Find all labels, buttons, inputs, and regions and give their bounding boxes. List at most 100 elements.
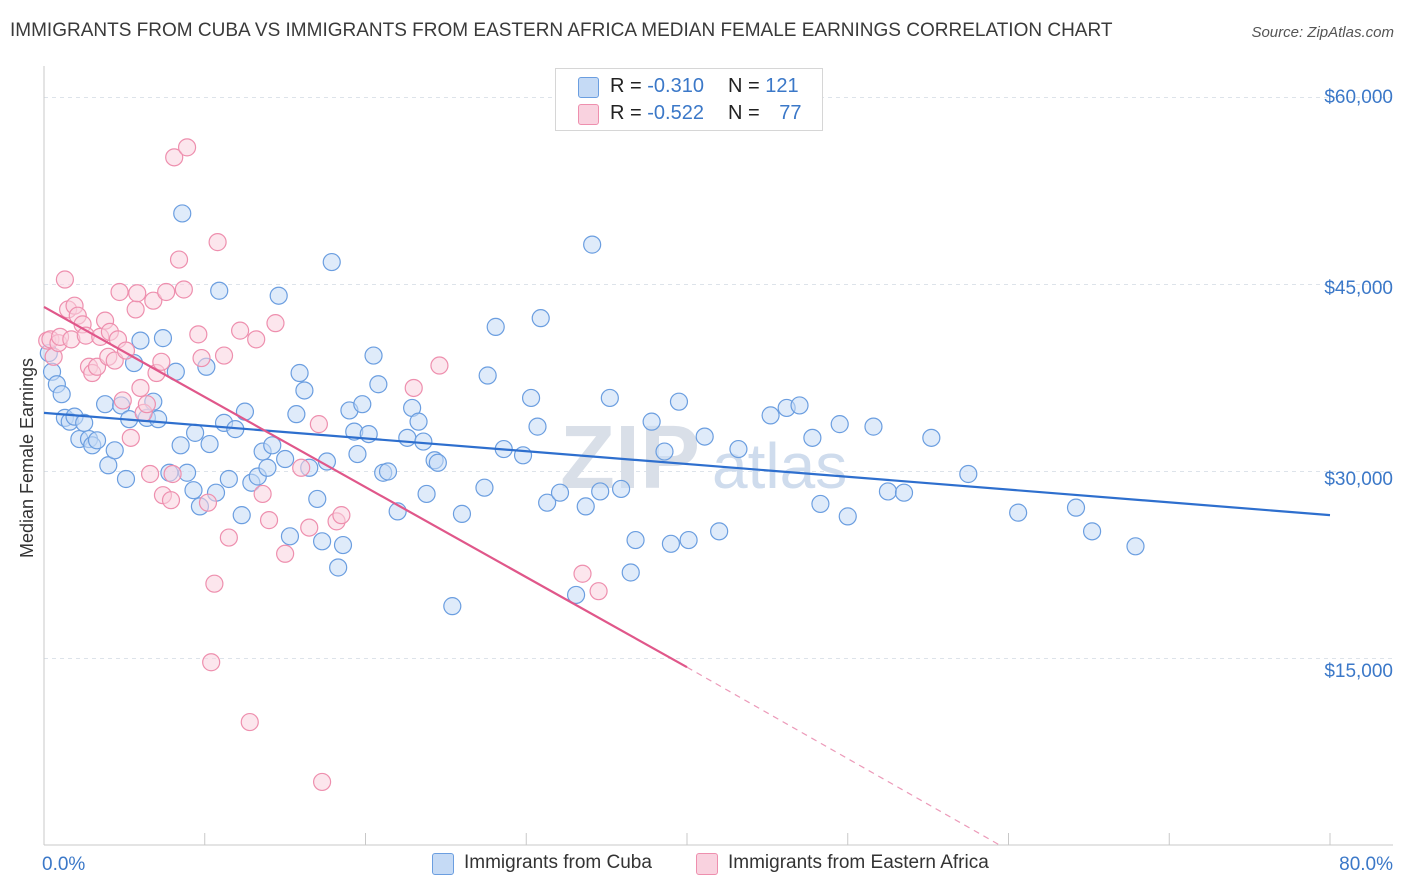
scatter-point-africa [208, 233, 227, 252]
scatter-point-africa [131, 378, 150, 398]
scatter-point-cuba [295, 381, 314, 400]
scatter-point-cuba [269, 286, 288, 305]
scatter-point-cuba [452, 504, 472, 523]
scatter-point-cuba [308, 489, 327, 509]
scatter-point-cuba [290, 363, 309, 383]
scatter-point-africa [253, 484, 272, 504]
scatter-point-cuba [398, 428, 417, 447]
legend-r-value: -0.522 [647, 102, 704, 124]
legend-r-cuba: R = -0.310 [610, 75, 704, 98]
chart-source: Source: ZipAtlas.com [1251, 24, 1394, 41]
scatter-point-cuba [803, 428, 822, 447]
scatter-point-cuba [1082, 522, 1102, 541]
scatter-point-africa [137, 395, 156, 414]
scatter-point-africa [174, 280, 193, 299]
trend-line-cuba [43, 411, 1331, 517]
scatter-point-africa [140, 464, 160, 484]
scatter-point-cuba [369, 375, 388, 394]
scatter-point-cuba [642, 412, 661, 431]
scatter-point-cuba [591, 482, 610, 501]
scatter-point-africa [55, 270, 74, 289]
y-tick-label-15000: $15,000 [1324, 661, 1393, 682]
scatter-point-cuba [661, 534, 681, 553]
legend-n-label: N = [728, 75, 766, 97]
scatter-point-cuba [210, 281, 229, 300]
scatter-point-africa [589, 582, 608, 601]
scatter-point-africa [110, 282, 129, 302]
scatter-point-cuba [486, 317, 505, 336]
scatter-point-africa [163, 464, 182, 484]
y-tick-label-30000: $30,000 [1324, 469, 1393, 490]
scatter-point-cuba [409, 412, 428, 431]
scatter-point-cuba [710, 522, 729, 541]
scatter-point-cuba [669, 392, 689, 411]
scatter-point-cuba [922, 428, 941, 447]
scatter-point-cuba [878, 482, 898, 501]
scatter-point-cuba [550, 483, 570, 502]
scatter-point-cuba [353, 395, 372, 414]
scatter-point-cuba [95, 395, 115, 414]
chart-title: IMMIGRANTS FROM CUBA VS IMMIGRANTS FROM … [10, 20, 1113, 41]
scatter-point-africa [177, 138, 197, 157]
scatter-point-cuba [263, 436, 282, 455]
scatter-point-cuba [428, 453, 447, 472]
scatter-point-cuba [611, 479, 631, 499]
legend-n-label: N = [728, 102, 766, 124]
scatter-point-cuba [621, 563, 640, 582]
scatter-point-cuba [99, 456, 118, 475]
scatter-point-africa [121, 428, 140, 447]
scatter-point-africa [144, 291, 163, 310]
scatter-point-africa [573, 564, 592, 583]
scatter-point-cuba [1066, 498, 1086, 517]
scatter-point-cuba [235, 402, 255, 421]
scatter-point-cuba [116, 469, 136, 489]
scatter-point-africa [165, 148, 184, 167]
scatter-point-africa [219, 528, 238, 547]
scatter-point-cuba [626, 530, 645, 550]
scatter-point-cuba [173, 204, 192, 223]
scatter-point-africa [189, 325, 208, 344]
legend-n-value: 77 [779, 102, 802, 124]
scatter-point-africa [404, 378, 423, 398]
scatter-point-cuba [566, 585, 586, 605]
scatter-point-africa [161, 491, 181, 510]
scatter-point-cuba [322, 252, 341, 272]
y-axis-title: Median Female Earnings [17, 358, 37, 558]
legend-r-value: -0.310 [647, 75, 704, 97]
legend-r-label: R = [610, 102, 648, 124]
scatter-point-cuba [219, 469, 238, 489]
legend-r-africa: R = -0.522 [610, 102, 704, 125]
scatter-point-cuba [790, 396, 809, 415]
scatter-point-cuba [378, 462, 398, 481]
scatter-point-africa [247, 330, 266, 349]
scatter-point-africa [157, 282, 176, 302]
scatter-point-africa [292, 458, 311, 477]
scatter-point-cuba [417, 484, 436, 504]
scatter-point-cuba [811, 494, 830, 514]
axis-layer [43, 66, 1393, 846]
scatter-point-cuba [105, 441, 124, 460]
trend-line-extension-africa [686, 666, 1001, 847]
watermark-zip: ZIP [560, 408, 700, 508]
scatter-point-cuba [521, 388, 541, 408]
bottom-legend-swatch-cuba [432, 853, 454, 875]
legend-n-cuba: N = 121 [728, 75, 799, 98]
scatter-point-africa [276, 544, 295, 563]
scatter-point-cuba [531, 309, 550, 328]
scatter-point-cuba [258, 458, 277, 477]
scatter-point-cuba [864, 417, 883, 436]
legend-swatch-cuba [578, 77, 599, 98]
scatter-point-cuba [838, 507, 857, 526]
scatter-point-cuba [443, 597, 462, 616]
scatter-point-cuba [348, 444, 367, 464]
scatter-point-cuba [528, 417, 547, 436]
scatter-point-cuba [312, 532, 332, 551]
y-tick-label-45000: $45,000 [1324, 278, 1393, 299]
scatter-point-cuba [171, 436, 190, 455]
scatter-point-cuba [830, 415, 849, 434]
scatter-point-cuba [276, 449, 295, 469]
legend-n-africa: N = 77 [728, 102, 802, 125]
scatter-point-cuba [600, 388, 619, 408]
scatter-point-cuba [333, 535, 353, 555]
trend-line-africa [43, 305, 688, 669]
